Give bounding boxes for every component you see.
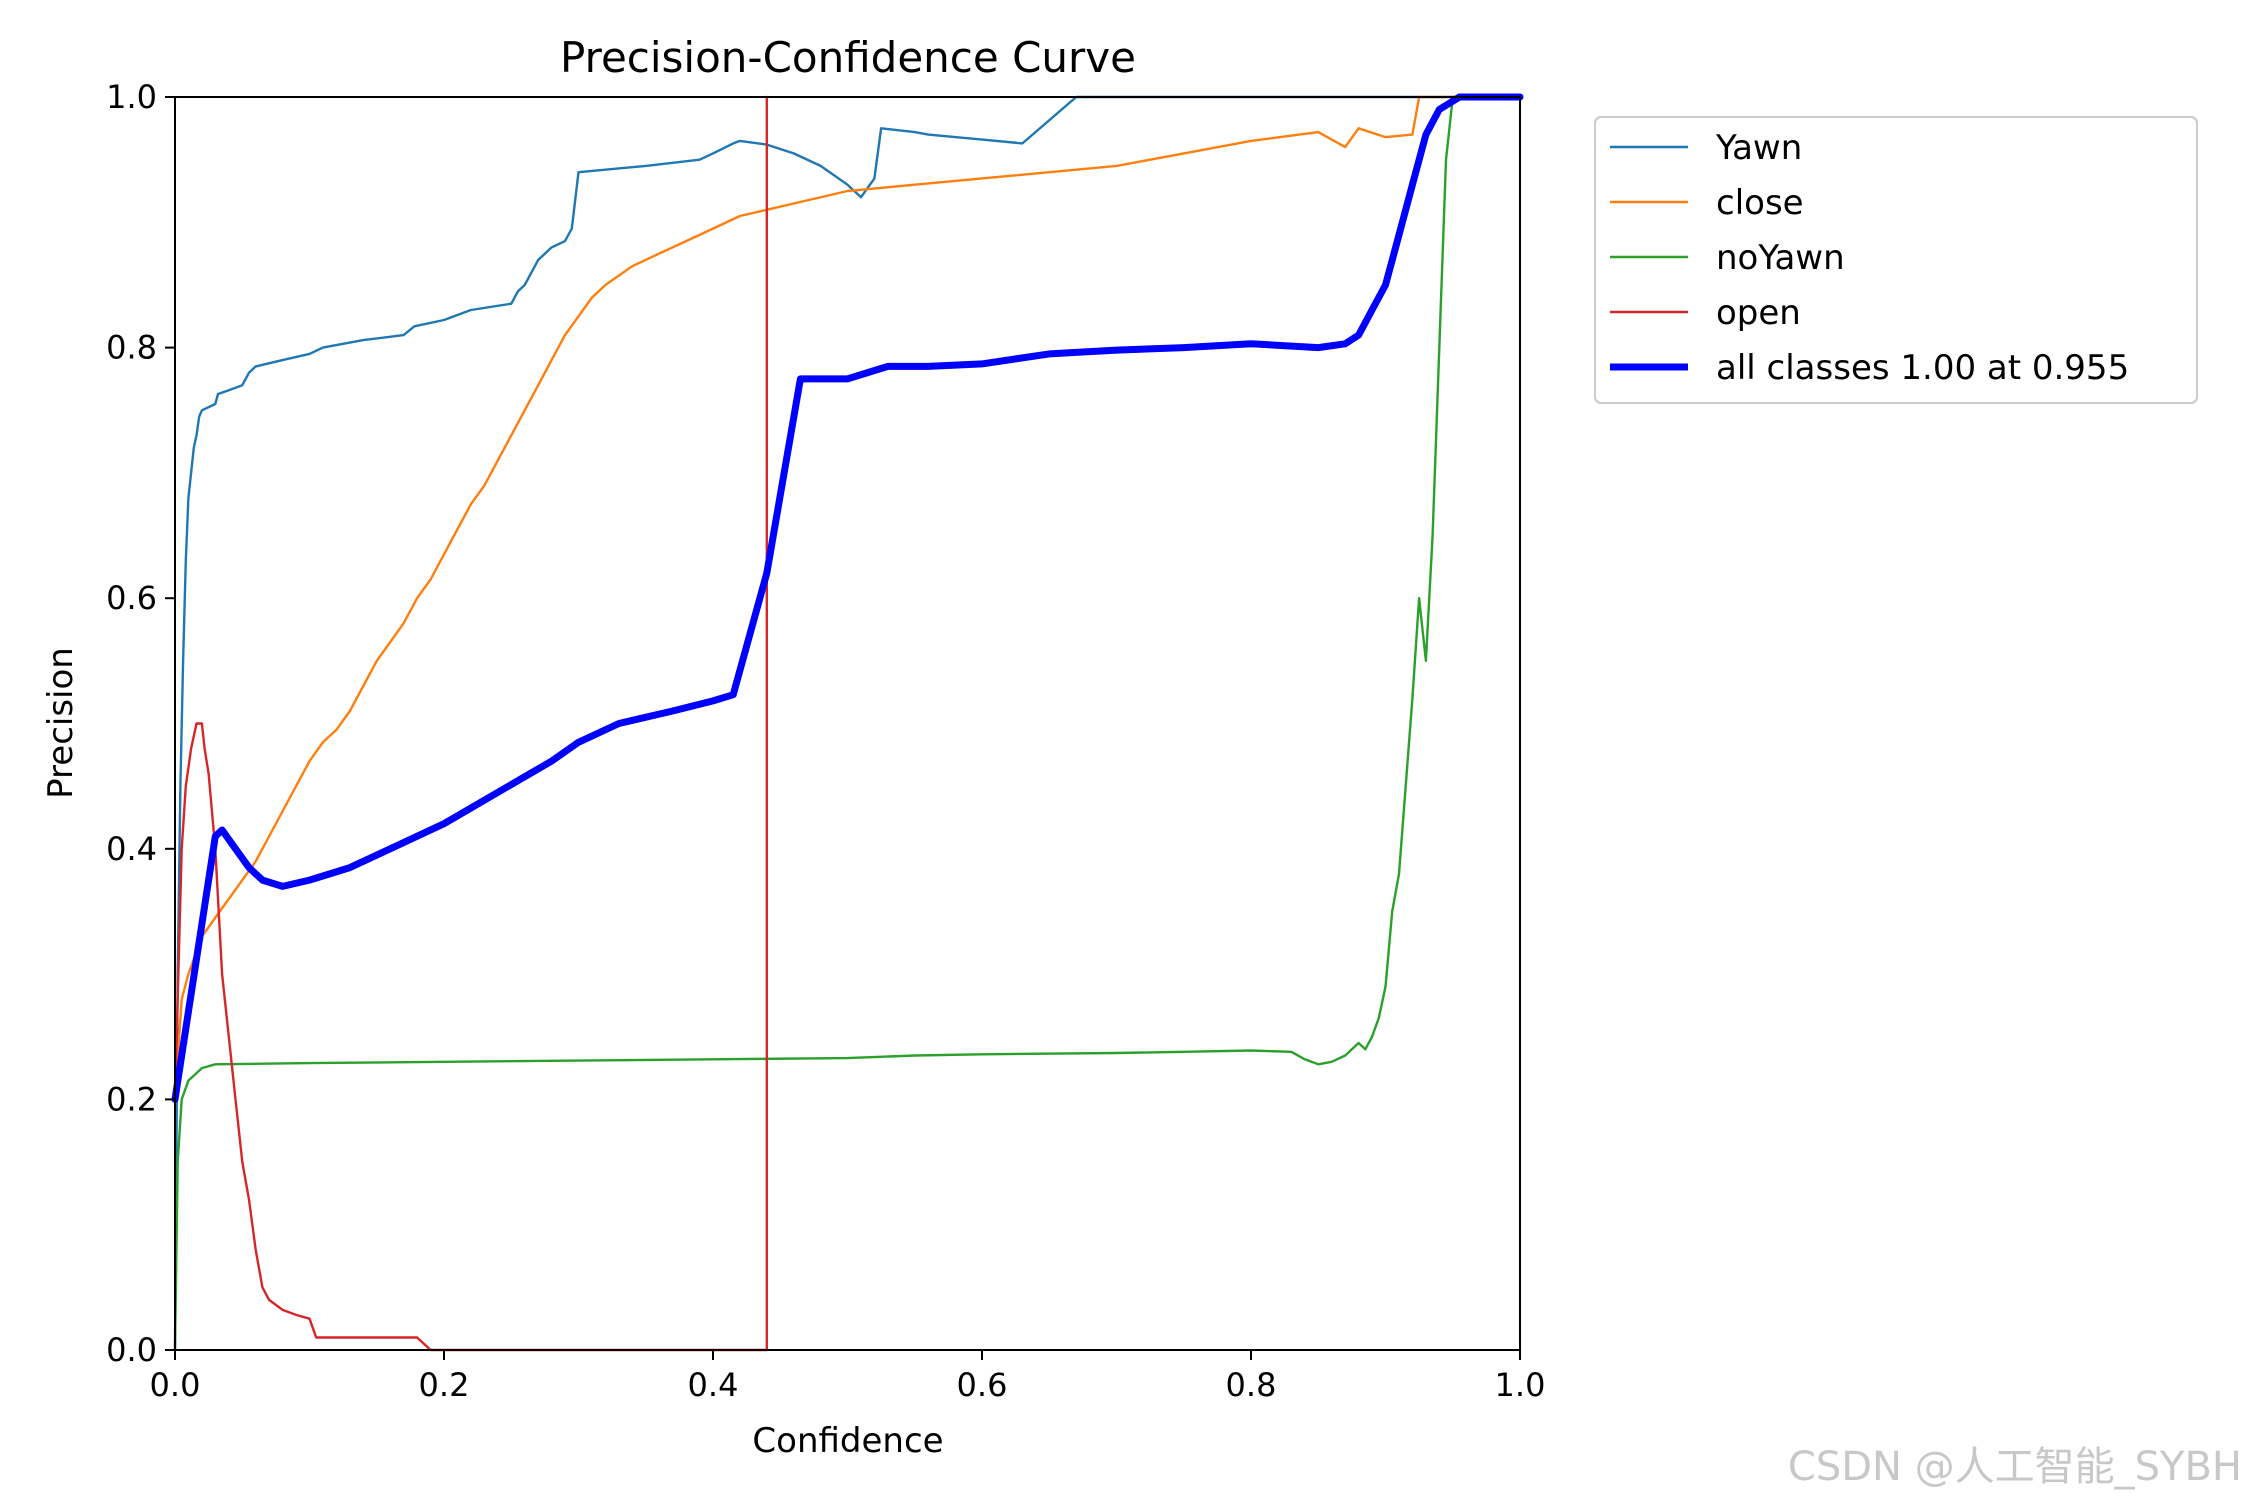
series-line-all [171, 93, 1524, 1103]
x-axis: 0.0 0.2 0.4 0.6 0.8 1.0 [150, 1350, 1546, 1404]
x-axis-label: Confidence [752, 1421, 943, 1461]
y-tick-label: 1.0 [106, 78, 157, 116]
legend-label: Yawn [1715, 128, 1802, 168]
legend: Yawn close noYawn open all classes 1.00 at 0… [1594, 116, 2198, 404]
legend-frame [1594, 116, 2198, 404]
y-axis-label: Precision [41, 647, 81, 799]
y-tick-label: 0.2 [106, 1080, 157, 1118]
watermark: CSDN @人工智能_SYBH [1787, 1444, 2242, 1490]
x-tick-label: 0.0 [150, 1366, 201, 1404]
series-line-noyawn [173, 95, 1522, 1352]
x-tick-label: 0.8 [1226, 1366, 1277, 1404]
series-layer [171, 93, 1524, 1352]
legend-label: close [1716, 183, 1804, 223]
y-tick-label: 0.0 [106, 1331, 157, 1369]
chart-title: Precision-Confidence Curve [560, 33, 1136, 82]
series-line-close [173, 95, 1522, 1101]
x-tick-label: 1.0 [1495, 1366, 1546, 1404]
legend-label: all classes 1.00 at 0.955 [1716, 348, 2129, 388]
series-line-open [173, 95, 768, 1352]
y-tick-label: 0.8 [106, 329, 157, 367]
x-tick-label: 0.4 [688, 1366, 739, 1404]
y-tick-label: 0.6 [106, 579, 157, 617]
plot-frame [174, 96, 1521, 1351]
x-tick-label: 0.2 [419, 1366, 470, 1404]
legend-label: open [1716, 293, 1801, 333]
y-axis: 0.0 0.2 0.4 0.6 0.8 1.0 [106, 78, 175, 1369]
series-line-yawn [173, 95, 1522, 1352]
legend-label: noYawn [1716, 238, 1845, 278]
x-tick-label: 0.6 [957, 1366, 1008, 1404]
y-tick-label: 0.4 [106, 830, 157, 868]
